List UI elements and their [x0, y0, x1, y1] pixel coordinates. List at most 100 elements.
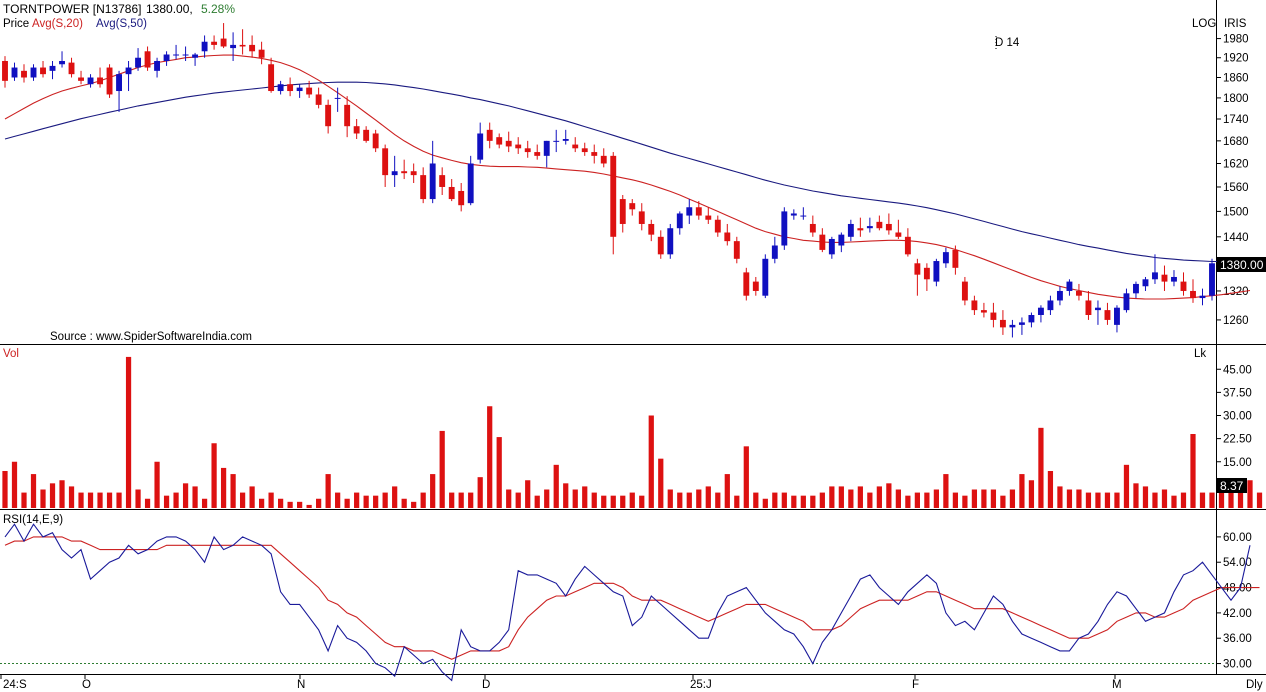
candle-body: [230, 44, 237, 49]
candle-body: [790, 213, 797, 216]
volume-bar: [838, 486, 844, 508]
candle-body: [961, 281, 968, 301]
candle: [344, 96, 351, 138]
candle: [59, 51, 65, 68]
volume-bar: [458, 492, 464, 508]
candle-body: [857, 228, 864, 231]
candle-body: [733, 241, 740, 259]
volume-bar: [1256, 492, 1263, 508]
volume-bar: [30, 474, 37, 508]
candle-body: [600, 155, 607, 164]
candle: [1085, 290, 1092, 320]
candle-body: [78, 77, 84, 81]
candle: [686, 199, 693, 224]
interval-label[interactable]: Dly: [1246, 679, 1263, 691]
candle: [1114, 305, 1120, 333]
x-tick-label: 25:J: [690, 679, 712, 691]
candle: [2, 56, 8, 88]
symbol-label: TORNTPOWER [N13786]: [3, 2, 141, 16]
candle: [1161, 265, 1168, 291]
volume-bar: [268, 492, 274, 508]
volume-bar: [2, 471, 8, 508]
candle-body: [287, 84, 294, 92]
candle: [1037, 305, 1044, 323]
volume-bar: [249, 486, 255, 508]
volume-bar: [163, 495, 170, 508]
volume-bar: [1028, 480, 1035, 508]
price-tick-label: 1860: [1223, 72, 1249, 84]
candle: [220, 23, 227, 49]
volume-bar: [135, 489, 141, 508]
candle: [163, 51, 170, 66]
candle: [372, 129, 379, 153]
x-tick-label: D: [482, 679, 490, 691]
candle-body: [382, 148, 389, 176]
candle-body: [363, 129, 370, 141]
vol-label: Vol: [3, 348, 19, 360]
price-tick-label: 1920: [1223, 53, 1249, 65]
candle-body: [553, 140, 560, 142]
avg20-line: [4, 54, 1251, 300]
price-y-axis: 1980 1920 1860 1800 1740 1680 1620 1560 1500 1440…: [1216, 34, 1249, 327]
volume-bar: [59, 480, 65, 508]
volume-bar: [78, 492, 84, 508]
candle-body: [448, 186, 455, 200]
volume-bar: [201, 498, 208, 508]
candle: [990, 302, 997, 328]
vol-unit-label: Lk: [1194, 348, 1206, 360]
candle-body: [781, 211, 788, 246]
vol-tick-label: 37.50: [1223, 387, 1252, 399]
candle: [68, 57, 75, 78]
volume-bar: [677, 492, 683, 508]
volume-bar: [620, 495, 626, 508]
x-tick-label: 24:S: [3, 679, 27, 691]
candle-body: [1075, 290, 1082, 296]
candle: [420, 167, 427, 204]
volume-bar: [667, 489, 673, 508]
candle-body: [268, 64, 275, 92]
rsi-tick-label: 60.00: [1223, 532, 1252, 544]
volume-bar: [924, 492, 930, 508]
candle-body: [68, 62, 75, 75]
candle: [78, 70, 84, 85]
candle: [277, 80, 284, 95]
volume-bar: [325, 474, 331, 508]
volume-bar: [743, 446, 749, 508]
candle-body: [192, 54, 199, 58]
price-tick-label: 1800: [1223, 93, 1249, 105]
candle: [676, 211, 683, 235]
volume-bar: [876, 486, 882, 508]
volume-bar: [230, 474, 236, 508]
candle: [790, 209, 797, 220]
candle-body: [467, 163, 474, 204]
candle-body: [144, 51, 151, 68]
volume-bar: [772, 492, 778, 508]
vol-tick-label: 30.00: [1223, 411, 1252, 423]
candle: [1190, 279, 1196, 303]
volume-bar: [468, 492, 474, 508]
candle: [353, 119, 360, 140]
vol-y-axis: 45.00 37.50 30.00 22.50 15.00: [1216, 364, 1252, 469]
candle: [287, 77, 294, 97]
candle: [705, 207, 712, 224]
avg50-line: [4, 81, 1251, 263]
candle-body: [771, 245, 778, 259]
candle-body: [391, 171, 398, 176]
candle: [106, 64, 113, 98]
volume-bar: [1180, 492, 1187, 508]
candle: [173, 44, 180, 60]
candle-body: [87, 77, 94, 85]
candle-body: [258, 49, 265, 58]
volume-bar: [610, 495, 616, 508]
log-toggle[interactable]: LOG: [1192, 18, 1216, 30]
candle: [895, 219, 902, 239]
candle: [391, 155, 398, 187]
candle-body: [980, 310, 987, 313]
candle-body: [828, 238, 835, 255]
volume-bar: [762, 498, 768, 508]
candle: [885, 213, 892, 235]
candle-body: [163, 54, 170, 61]
volume-bar: [97, 492, 103, 508]
vol-box-value: 8.37: [1220, 479, 1244, 493]
candle: [1199, 288, 1206, 306]
